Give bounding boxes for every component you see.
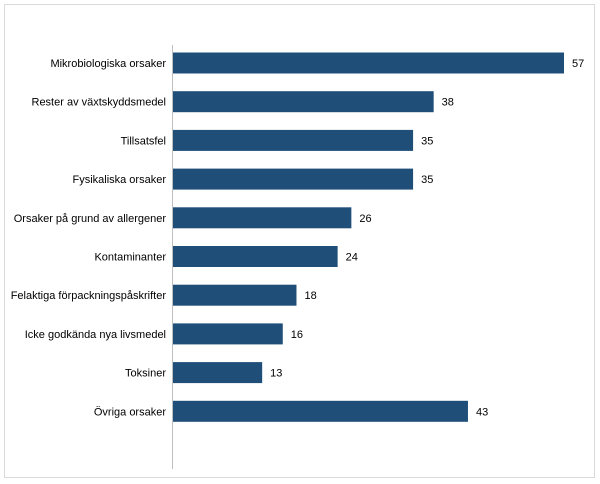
- value-label: 38: [442, 97, 454, 109]
- category-label: Kontaminanter: [94, 252, 166, 264]
- bar-5: [173, 246, 338, 267]
- bar-3: [173, 168, 414, 190]
- value-label: 57: [572, 58, 584, 70]
- category-label: Övriga orsaker: [94, 406, 166, 418]
- bar-2: [173, 129, 414, 151]
- value-label: 24: [346, 252, 358, 264]
- category-label: Mikrobiologiska orsaker: [50, 58, 166, 70]
- bar-9: [173, 400, 468, 422]
- value-label: 26: [359, 213, 371, 225]
- value-label: 35: [421, 135, 433, 147]
- category-label: Rester av växtskyddsmedel: [32, 97, 167, 109]
- bars-group: [173, 52, 564, 422]
- value-label: 16: [291, 329, 303, 341]
- category-label: Icke godkända nya livsmedel: [25, 329, 166, 341]
- bar-7: [173, 323, 283, 345]
- bar-6: [173, 284, 297, 306]
- bar-4: [173, 207, 352, 229]
- bar-0: [173, 52, 564, 74]
- category-label: Orsaker på grund av allergener: [14, 213, 167, 225]
- bar-1: [173, 91, 434, 113]
- bar-chart: Mikrobiologiska orsaker Rester av växtsky…: [11, 45, 584, 469]
- category-label: Fysikaliska orsaker: [72, 174, 166, 186]
- category-label: Toksiner: [125, 368, 166, 380]
- value-label: 43: [476, 406, 488, 418]
- chart-frame: Mikrobiologiska orsaker Rester av växtsky…: [4, 4, 595, 478]
- value-label: 35: [421, 174, 433, 186]
- value-label: 18: [304, 290, 316, 302]
- value-label: 13: [270, 368, 282, 380]
- category-labels: Mikrobiologiska orsaker Rester av växtsky…: [11, 58, 167, 418]
- category-label: Felaktiga förpackningspåskrifter: [11, 290, 167, 302]
- value-labels: 57 38 35 35 26 24 18 16 13 43: [270, 58, 584, 418]
- category-label: Tillsatsfel: [121, 135, 166, 147]
- bar-8: [173, 362, 263, 384]
